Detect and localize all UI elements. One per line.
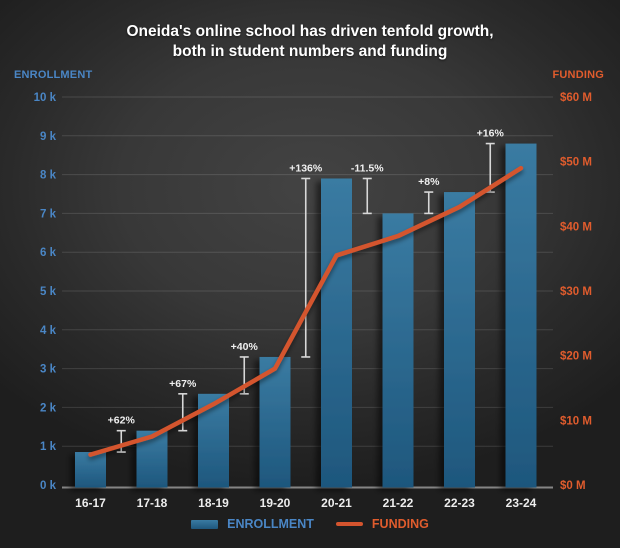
growth-annotation-+136%: +136% [289, 162, 323, 358]
enrollment-bar-16-17 [75, 452, 106, 488]
funding-swatch-icon [335, 522, 363, 526]
left-axis-tick: 6 k [40, 247, 57, 259]
growth-annotation-label: +136% [289, 162, 323, 174]
enrollment-swatch-icon [191, 519, 219, 529]
growth-annotation-label: -11.5% [351, 162, 384, 174]
right-axis-tick: $30 M [560, 286, 592, 298]
legend-item-enrollment: ENROLLMENT [191, 517, 314, 531]
x-axis-label-20-21: 20-21 [321, 496, 352, 510]
chart-legend: ENROLLMENT FUNDING [0, 517, 620, 531]
growth-annotation-+62%: +62% [108, 415, 136, 453]
right-axis-tick: $0 M [560, 480, 586, 492]
x-axis-label-21-22: 21-22 [383, 496, 414, 510]
left-axis-tick: 1 k [40, 441, 57, 453]
left-axis-tick: 2 k [40, 402, 57, 414]
right-axis-tick: $10 M [560, 415, 592, 427]
chart-title-line2: both in student numbers and funding [172, 43, 448, 61]
chart-title: Oneida's online school has driven tenfol… [0, 22, 620, 63]
right-axis-tick: $50 M [560, 157, 592, 169]
growth-annotation-label: +16% [477, 128, 505, 140]
enrollment-bar-23-24 [505, 143, 537, 488]
enrollment-bar-20-21 [321, 178, 352, 488]
left-axis-title: ENROLLMENT [14, 69, 93, 81]
left-axis-tick: 8 k [40, 170, 57, 182]
x-axis-label-23-24: 23-24 [506, 496, 537, 510]
enrollment-bar-21-22 [382, 213, 414, 488]
x-axis-label-18-19: 18-19 [198, 496, 229, 510]
enrollment-bar-19-20 [259, 356, 291, 488]
x-axis-label-19-20: 19-20 [260, 496, 291, 510]
right-axis-tick: $40 M [560, 221, 592, 233]
growth-annotation-+67%: +67% [169, 378, 197, 432]
right-axis-title: FUNDING [552, 69, 604, 81]
left-axis-tick: 10 k [34, 92, 57, 104]
left-axis-tick: 4 k [40, 325, 57, 337]
right-axis-tick: $20 M [560, 351, 592, 363]
growth-annotation-label: +67% [169, 378, 197, 390]
enrollment-bar-22-23 [444, 192, 475, 488]
funding-line [88, 165, 524, 457]
left-axis-tick: 7 k [40, 208, 57, 220]
growth-annotation-label: +40% [231, 341, 259, 353]
legend-label-enrollment: ENROLLMENT [227, 517, 314, 531]
left-axis-tick: 5 k [40, 286, 57, 298]
legend-item-funding: FUNDING [335, 517, 429, 531]
x-axis-label-17-18: 17-18 [137, 496, 168, 510]
x-axis-label-16-17: 16-17 [75, 496, 106, 510]
right-axis-tick: $60 M [560, 92, 592, 104]
growth-annotation-label: +62% [108, 415, 136, 427]
chart-title-line1: Oneida's online school has driven tenfol… [126, 23, 494, 40]
growth-annotation--11.5%: -11.5% [351, 162, 384, 215]
growth-annotation-+8%: +8% [418, 176, 440, 215]
legend-label-funding: FUNDING [371, 517, 429, 531]
growth-annotation-+16%: +16% [477, 128, 505, 193]
left-axis-tick: 3 k [40, 364, 57, 376]
x-axis-label-22-23: 22-23 [444, 496, 475, 510]
left-axis-tick: 0 k [40, 480, 57, 492]
growth-annotation-label: +8% [418, 176, 440, 188]
left-axis-tick: 9 k [40, 131, 57, 143]
